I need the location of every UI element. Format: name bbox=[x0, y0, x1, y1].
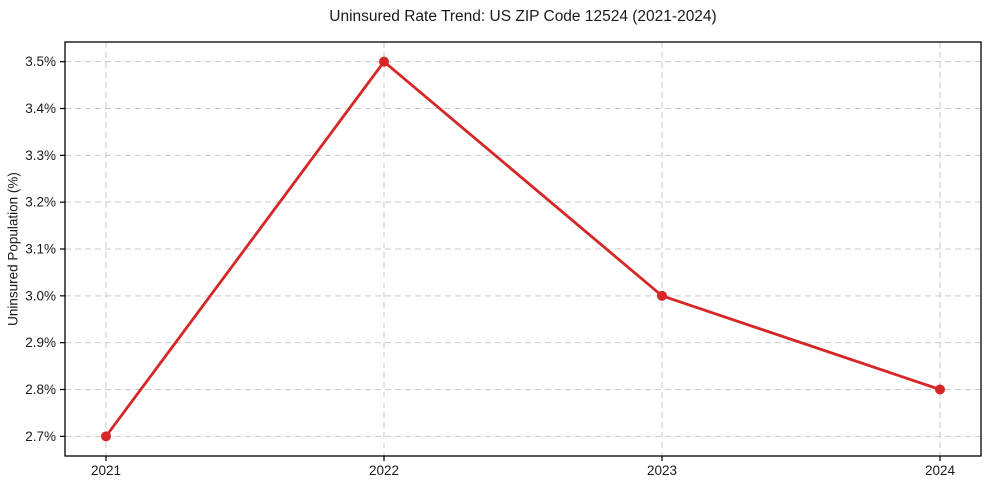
data-point-2023 bbox=[657, 290, 667, 301]
y-tick-label: 3.1% bbox=[25, 242, 56, 257]
x-tick-label: 2021 bbox=[91, 463, 121, 478]
trend-line bbox=[104, 60, 942, 438]
chart-title: Uninsured Rate Trend: US ZIP Code 12524 … bbox=[329, 8, 717, 25]
y-tick-label: 3.0% bbox=[25, 288, 56, 303]
plot-border bbox=[64, 41, 982, 457]
x-tick-label: 2022 bbox=[369, 463, 399, 478]
y-tick-label: 3.4% bbox=[25, 101, 56, 116]
data-point-2021 bbox=[101, 431, 111, 442]
x-tick-label: 2023 bbox=[647, 463, 677, 478]
y-tick-label: 2.7% bbox=[25, 429, 56, 444]
y-tick-label: 2.8% bbox=[25, 382, 56, 397]
y-tick-label: 2.9% bbox=[25, 335, 56, 350]
x-tick-label: 2024 bbox=[925, 463, 956, 478]
data-point-2024 bbox=[935, 384, 945, 395]
y-tick-label: 3.2% bbox=[25, 195, 56, 210]
data-point-2022 bbox=[379, 56, 389, 67]
y-tick-label: 3.3% bbox=[25, 148, 56, 163]
y-tick-label: 3.5% bbox=[25, 54, 56, 69]
